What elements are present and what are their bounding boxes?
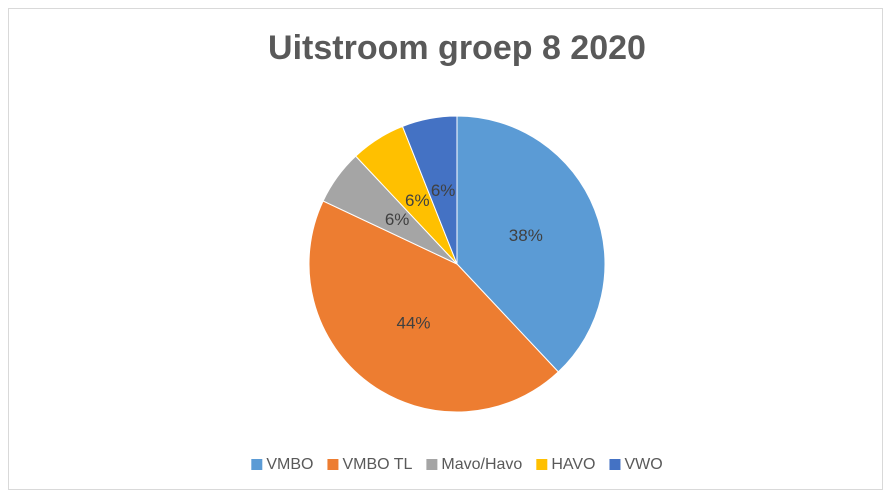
legend-label: VWO — [624, 456, 662, 473]
pie-slice — [401, 115, 458, 265]
legend-swatch — [536, 459, 548, 470]
data-label: 38% — [509, 226, 543, 245]
legend-label: HAVO — [551, 456, 595, 473]
legend-swatch — [251, 459, 263, 470]
data-label: 6% — [431, 181, 456, 200]
pie-slice — [308, 200, 560, 413]
legend: VMBO VMBO TL Mavo/Havo HAVO VWO — [251, 456, 663, 473]
data-label: 6% — [385, 210, 410, 229]
chart-title: Uitstroom groep 8 2020 — [268, 29, 646, 67]
legend-swatch — [426, 459, 438, 470]
data-label: 44% — [396, 313, 430, 332]
legend-swatch — [609, 459, 621, 470]
data-label: 6% — [405, 191, 430, 210]
pie — [308, 115, 606, 413]
data-labels: 38%44%6%6%6% — [385, 181, 543, 333]
legend-label: Mavo/Havo — [441, 456, 522, 473]
legend-label: VMBO TL — [342, 456, 412, 473]
legend-label: VMBO — [266, 456, 313, 473]
legend-swatch — [327, 459, 339, 470]
pie-slice — [456, 115, 606, 373]
